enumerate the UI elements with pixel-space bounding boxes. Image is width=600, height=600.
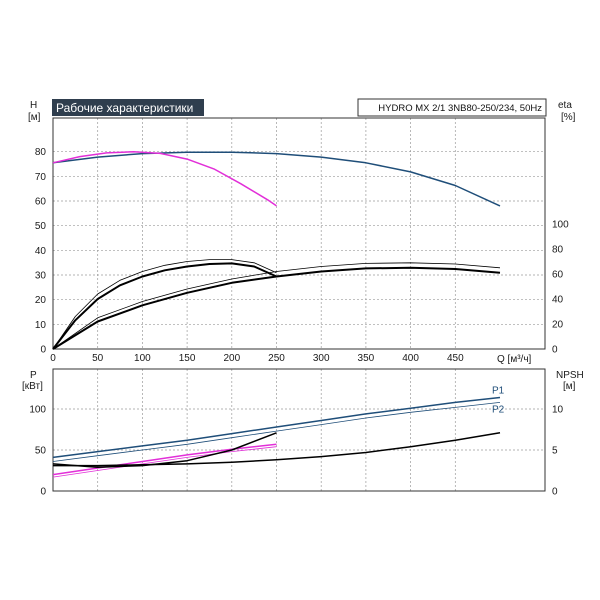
- x-tick-label: 350: [358, 353, 375, 364]
- series-line-bottom-4: [53, 432, 501, 467]
- series-line-bottom-0: [52, 396, 501, 459]
- p-axis-unit: [кВт]: [22, 381, 43, 392]
- series-line-top-3: [52, 259, 277, 350]
- x-tick-label: 200: [223, 353, 240, 364]
- npsh-tick-label: 5: [552, 446, 558, 457]
- p-tick-label: 0: [40, 487, 46, 498]
- h-tick-label: 70: [35, 172, 47, 183]
- p-tick-label: 100: [29, 405, 46, 416]
- series-label-p1: P1: [492, 386, 505, 397]
- eta-tick-label: 20: [552, 320, 564, 331]
- npsh-tick-label: 0: [552, 487, 558, 498]
- eta-tick-label: 80: [552, 245, 564, 256]
- eta-axis-label: eta: [558, 100, 572, 111]
- series-line-top-1: [52, 150, 277, 207]
- h-tick-label: 50: [35, 221, 47, 232]
- series-line-bottom-2: [52, 443, 277, 476]
- plot-frame-bottom: [52, 368, 546, 492]
- series-line-bottom-1: [52, 402, 501, 462]
- q-axis-label: Q [м³/ч]: [497, 354, 532, 365]
- npsh-axis-label: NPSH: [556, 370, 584, 381]
- x-tick-label: 0: [50, 353, 56, 364]
- x-tick-label: 150: [179, 353, 196, 364]
- model-box: [357, 98, 547, 117]
- series-line-top-4: [52, 266, 501, 350]
- series-label-p2: P2: [492, 404, 505, 415]
- h-axis-unit: [м]: [28, 112, 41, 123]
- eta-tick-label: 0: [552, 345, 558, 356]
- h-tick-label: 40: [35, 246, 47, 257]
- series-line-bottom-5: [52, 432, 277, 468]
- h-tick-label: 30: [35, 271, 47, 282]
- x-tick-label: 100: [134, 353, 151, 364]
- x-tick-label: 300: [313, 353, 330, 364]
- p-axis-label: P: [30, 370, 37, 381]
- title-bar: [52, 99, 204, 116]
- series-line-bottom-3: [52, 446, 277, 478]
- h-axis-label: H: [30, 100, 37, 111]
- series-line-top-5: [52, 262, 501, 350]
- series-line-top-2: [52, 262, 277, 350]
- eta-tick-label: 40: [552, 295, 564, 306]
- eta-axis-unit: [%]: [561, 112, 576, 123]
- h-tick-label: 80: [35, 147, 47, 158]
- model-label: HYDRO MX 2/1 3NB80-250/234, 50Hz: [378, 103, 542, 114]
- x-tick-label: 450: [447, 353, 464, 364]
- h-tick-label: 0: [40, 345, 46, 356]
- x-tick-label: 250: [268, 353, 285, 364]
- p-tick-label: 50: [35, 446, 47, 457]
- h-tick-label: 60: [35, 197, 47, 208]
- eta-tick-label: 60: [552, 270, 564, 281]
- eta-tick-label: 100: [552, 220, 569, 231]
- plot-frame-top: [52, 117, 546, 350]
- x-tick-label: 400: [402, 353, 419, 364]
- npsh-tick-label: 10: [552, 405, 564, 416]
- x-tick-label: 50: [92, 353, 104, 364]
- h-tick-label: 10: [35, 320, 47, 331]
- h-tick-label: 20: [35, 295, 47, 306]
- series-line-top-0: [52, 151, 501, 207]
- npsh-axis-unit: [м]: [563, 381, 576, 392]
- chart-title: Рабочие характеристики: [56, 101, 193, 115]
